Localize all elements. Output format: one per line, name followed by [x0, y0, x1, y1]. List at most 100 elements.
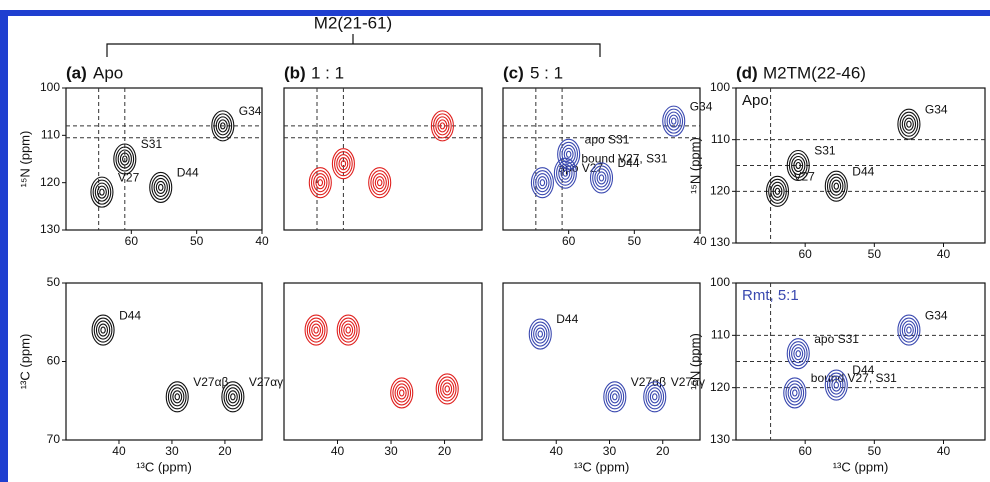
x-tick-label: 30 — [384, 444, 398, 458]
x-tick-label: 30 — [603, 444, 617, 458]
peak — [530, 167, 554, 199]
contour-ring — [306, 317, 326, 343]
frame-top — [0, 10, 990, 16]
contour-ring — [788, 341, 808, 367]
contour-ring — [149, 171, 173, 203]
contour-ring — [562, 169, 569, 177]
peak — [824, 369, 848, 401]
contour-ring — [792, 389, 798, 397]
contour-ring — [157, 183, 164, 191]
y-tick-label: 50 — [47, 275, 61, 289]
peak — [113, 143, 137, 175]
y-tick-label: 100 — [40, 80, 60, 94]
contour-ring — [225, 387, 241, 407]
contour-ring — [174, 393, 180, 401]
contour-ring — [217, 119, 228, 133]
contour-ring — [537, 330, 544, 338]
contour-ring — [376, 179, 383, 187]
peak-label: G34 — [239, 104, 262, 118]
x-tick-label: 40 — [937, 247, 951, 261]
contour-ring — [537, 176, 548, 190]
contour-ring — [897, 108, 921, 140]
contour-ring — [165, 381, 189, 413]
contour-ring — [221, 381, 245, 413]
y-tick-label: 120 — [710, 380, 730, 394]
contour-ring — [561, 144, 576, 164]
contour-ring — [607, 387, 622, 407]
peak-label: S31 — [814, 144, 836, 158]
contour-ring — [437, 376, 457, 402]
plot-frame — [283, 282, 483, 441]
x-tick-label: 40 — [255, 234, 269, 248]
contour-ring — [435, 116, 450, 136]
contour-ring — [122, 155, 128, 163]
contour-ring — [556, 160, 575, 186]
peak-label: G34 — [925, 308, 948, 322]
contour-ring — [793, 158, 804, 173]
peak-label: V27αγ — [249, 375, 283, 389]
peak — [603, 381, 627, 413]
contour-ring — [649, 390, 660, 404]
contour-ring — [535, 327, 546, 341]
contour-ring — [833, 381, 840, 389]
contour-ring — [899, 111, 919, 137]
contour-ring — [768, 178, 787, 204]
contour-ring — [906, 326, 912, 334]
contour-ring — [117, 149, 132, 169]
x-tick-label: 40 — [550, 444, 564, 458]
contour-ring — [315, 176, 326, 190]
peak-label: D44 — [556, 312, 578, 326]
panel-title: M2TM(22-46) — [763, 63, 866, 82]
contour-ring — [317, 179, 324, 187]
contour-ring — [398, 389, 405, 397]
contour-ring — [439, 122, 446, 130]
bracket — [106, 34, 601, 57]
y-tick-label: 130 — [710, 432, 730, 446]
contour-ring — [897, 314, 921, 346]
plot-frame — [65, 87, 263, 231]
contour-ring — [791, 155, 806, 176]
peak — [90, 176, 114, 208]
peak — [824, 170, 848, 202]
y-tick-label: 70 — [47, 432, 61, 446]
y-tick-label: 130 — [40, 222, 60, 236]
panel-title: 1 : 1 — [311, 63, 344, 82]
contour-ring — [338, 157, 349, 171]
contour-ring — [374, 176, 385, 190]
contour-ring — [901, 320, 917, 340]
peak — [528, 318, 552, 350]
x-tick-label: 40 — [331, 444, 345, 458]
peak-label: apo S31 — [585, 132, 630, 146]
contour-ring — [334, 151, 353, 177]
contour-ring — [901, 114, 917, 134]
panel-letter: (d) — [736, 63, 758, 82]
contour-ring — [444, 385, 450, 393]
peak — [765, 175, 790, 207]
contour-ring — [528, 318, 552, 350]
contour-ring — [786, 149, 810, 182]
contour-ring — [594, 168, 609, 188]
x-tick-label: 60 — [562, 234, 576, 248]
peak-label: V27αβ — [631, 375, 666, 389]
contour-ring — [211, 110, 235, 142]
contour-ring — [113, 143, 137, 175]
peak-label: V27αγ — [671, 375, 705, 389]
contour-ring — [167, 384, 187, 410]
contour-ring — [612, 393, 618, 401]
contour-ring — [368, 167, 392, 199]
contour-ring — [433, 113, 452, 139]
contour-ring — [215, 116, 230, 136]
contour-ring — [313, 326, 319, 334]
peak-label: D44 — [852, 164, 874, 178]
y-tick-label: 100 — [710, 80, 730, 94]
contour-ring — [826, 372, 846, 398]
contour-ring — [598, 174, 605, 182]
contour-ring — [530, 167, 554, 199]
peak — [304, 314, 328, 346]
panel-letter: (c) — [503, 63, 524, 82]
contour-ring — [440, 379, 455, 399]
contour-ring — [565, 150, 572, 158]
contour-ring — [609, 390, 620, 404]
